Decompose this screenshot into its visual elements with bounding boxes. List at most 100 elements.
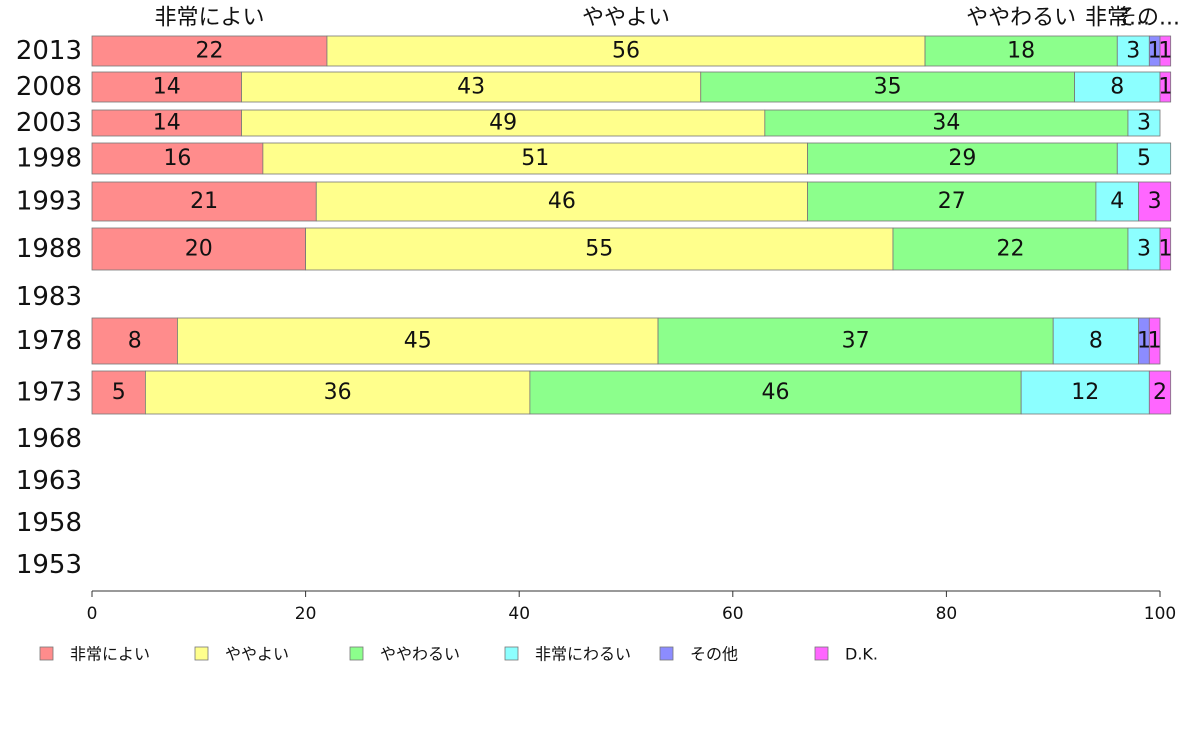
legend-label-0: 非常によい	[70, 645, 150, 664]
data-label-2013-series-2: 18	[1007, 39, 1035, 64]
x-axis: 0 20 40 60 80 100	[87, 590, 1176, 624]
data-label-1973-series-1: 36	[324, 380, 352, 405]
data-label-2008-series-1: 43	[457, 75, 485, 100]
data-label-2003-series-2: 34	[932, 111, 960, 136]
bar-segment-1993-series-2	[807, 181, 1097, 222]
x-tick-label-80: 80	[936, 604, 958, 624]
data-label-1993-series-0: 21	[190, 189, 218, 214]
bar-segment-2003-series-3	[1127, 109, 1161, 137]
y-label-1968: 1968	[16, 424, 82, 454]
data-label-1993-series-2: 27	[938, 189, 966, 214]
data-label-2008-series-0: 14	[153, 75, 181, 100]
data-label-2008-series-3: 8	[1110, 75, 1124, 100]
y-label-1983: 1983	[16, 282, 82, 312]
data-label-2013-series-1: 56	[612, 39, 640, 64]
bar-segment-1973-series-2	[529, 370, 1022, 415]
legend-item-3: 非常にわるい	[504, 645, 631, 664]
y-label-1978: 1978	[16, 326, 82, 356]
top-label-series-3: 非常...	[1085, 6, 1150, 31]
legend-item-0: 非常によい	[39, 645, 150, 664]
data-label-2003-series-3: 3	[1137, 111, 1151, 136]
bar-row-2013: 22 56 18 3 11	[91, 35, 1172, 67]
top-series-labels: 非常によい ややよい ややわるい 非常...その...	[154, 6, 1180, 31]
data-label-1993-series-1: 46	[548, 189, 576, 214]
legend-label-5: D.K.	[845, 645, 878, 664]
top-label-series-2: ややわるい	[966, 6, 1076, 31]
y-axis-labels: 2013 2008 2003 1998 1993 1988 1983 1978 1973 1968…	[16, 36, 82, 580]
legend: 非常によい ややよい ややわるい 非常にわるい その他 D.K.	[39, 645, 878, 664]
y-label-2003: 2003	[16, 108, 82, 138]
bar-segment-1993-series-5	[1138, 181, 1172, 222]
x-tick-label-20: 20	[295, 604, 317, 624]
bar-row-1988: 20 55 22 3 1	[91, 227, 1172, 271]
bar-segment-1998-series-0	[91, 142, 264, 175]
legend-swatch-5	[814, 646, 829, 661]
bar-segment-2013-series-5	[1159, 35, 1172, 67]
top-label-series-1: ややよい	[582, 6, 670, 31]
data-label-1988-series-3: 3	[1137, 237, 1151, 262]
bar-segment-1978-series-1	[177, 317, 659, 365]
x-tick-label-100: 100	[1144, 604, 1176, 624]
bar-segment-1973-series-0	[91, 370, 146, 415]
bar-segment-2008-series-3	[1074, 71, 1161, 103]
legend-swatch-2	[349, 646, 364, 661]
bar-segment-2008-series-5	[1159, 71, 1172, 103]
bar-segment-1988-series-5	[1159, 227, 1172, 271]
x-tick-label-40: 40	[508, 604, 530, 624]
bar-row-1973: 5 36 46 12 2	[91, 370, 1172, 415]
bar-segment-2008-series-2	[700, 71, 1075, 103]
bar-row-1998: 16 51 29 5	[91, 142, 1172, 175]
data-label-1988-series-1: 55	[585, 237, 613, 262]
bar-row-2008: 14 43 35 8 1	[91, 71, 1172, 103]
bar-segment-1988-series-2	[892, 227, 1129, 271]
data-label-2013-series-5: 1	[1158, 39, 1172, 64]
data-label-1998-series-2: 29	[948, 146, 976, 171]
bar-segment-1978-series-3	[1052, 317, 1140, 365]
bar-segment-2013-series-1	[326, 35, 926, 67]
bar-segment-2003-series-2	[764, 109, 1129, 137]
bar-segment-1973-series-1	[144, 370, 531, 415]
legend-swatch-4	[659, 646, 674, 661]
bar-segment-1978-series-2	[657, 317, 1054, 365]
bar-row-1993: 21 46 27 4 3	[91, 181, 1172, 222]
legend-label-2: ややわるい	[380, 645, 460, 664]
bar-segment-2013-series-2	[924, 35, 1118, 67]
data-label-1973-series-3: 12	[1071, 380, 1099, 405]
data-label-1988-series-5: 1	[1158, 237, 1172, 262]
bar-row-2003: 14 49 34 3	[91, 109, 1161, 137]
legend-item-5: D.K.	[814, 645, 878, 664]
legend-swatch-1	[194, 646, 209, 661]
data-label-2008-series-5: 1	[1158, 75, 1172, 100]
top-label-series-0: 非常によい	[154, 6, 264, 31]
data-label-1978-series-1: 45	[404, 329, 432, 354]
y-label-2008: 2008	[16, 72, 82, 102]
data-label-1978-series-2: 37	[842, 329, 870, 354]
bar-row-1978: 8 45 37 8 11	[91, 317, 1162, 365]
data-label-1973-series-2: 46	[762, 380, 790, 405]
x-tick-label-60: 60	[722, 604, 744, 624]
data-label-1973-series-0: 5	[112, 380, 126, 405]
data-label-1978-series-5: 1	[1148, 329, 1162, 354]
y-label-1993: 1993	[16, 187, 82, 217]
top-label-series-4: その...	[1115, 6, 1180, 31]
data-label-1973-series-5: 2	[1153, 380, 1167, 405]
legend-item-1: ややよい	[194, 645, 289, 664]
data-label-1978-series-0: 8	[128, 329, 142, 354]
data-label-1988-series-2: 22	[996, 237, 1024, 262]
bar-segment-1988-series-0	[91, 227, 307, 271]
bar-segment-2008-series-1	[241, 71, 702, 103]
bar-segment-2003-series-0	[91, 109, 242, 137]
y-label-1963: 1963	[16, 466, 82, 496]
data-label-1978-series-3: 8	[1089, 329, 1103, 354]
legend-swatch-0	[39, 646, 54, 661]
bar-segment-1998-series-1	[262, 142, 808, 175]
bar-segment-1993-series-0	[91, 181, 317, 222]
legend-label-1: ややよい	[225, 645, 289, 664]
bar-segment-1973-series-5	[1148, 370, 1172, 415]
data-label-2013-series-0: 22	[195, 39, 223, 64]
data-label-2003-series-0: 14	[153, 111, 181, 136]
legend-swatch-3	[504, 646, 519, 661]
legend-item-4: その他	[659, 645, 738, 664]
